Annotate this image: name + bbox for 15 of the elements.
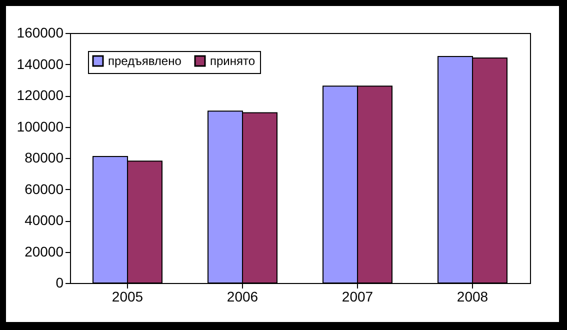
y-tick-label: 60000 (24, 180, 64, 197)
y-tick-label: 80000 (24, 150, 64, 166)
y-tick-label: 40000 (24, 212, 64, 228)
x-tick-label: 2006 (226, 288, 258, 304)
y-tick-label: 0 (56, 274, 64, 290)
legend-label: предъявлено (108, 54, 182, 68)
y-tick-label: 100000 (16, 118, 64, 134)
y-tick-label: 20000 (24, 243, 64, 260)
y-tick-label: 160000 (16, 24, 64, 40)
y-tick-label: 140000 (16, 56, 64, 72)
y-tick-label: 120000 (16, 87, 64, 103)
x-tick-label: 2005 (112, 288, 144, 304)
legend-label: принято (210, 54, 256, 68)
x-tick-label: 2007 (342, 288, 374, 304)
x-tick-label: 2008 (456, 288, 488, 304)
